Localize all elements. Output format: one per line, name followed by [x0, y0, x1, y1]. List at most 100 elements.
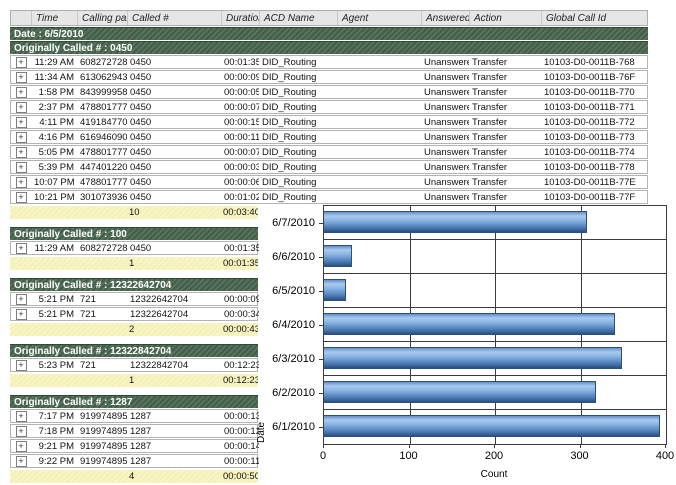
- table-row[interactable]: +5:05 PM 47880177700450 00:00:07DID_Routin…: [10, 145, 648, 159]
- expand-icon[interactable]: +: [15, 101, 27, 113]
- table-cell: 0450: [130, 116, 152, 128]
- table-cell: 9:21 PM: [38, 440, 74, 452]
- expand-icon[interactable]: +: [15, 242, 27, 254]
- expand-icon[interactable]: +: [15, 440, 27, 452]
- expand-icon[interactable]: +: [15, 191, 27, 203]
- call-group-section: Originally Called # : 12322842704 +5:23 P…: [10, 344, 670, 387]
- expand-icon[interactable]: +: [15, 131, 27, 143]
- call-group-section: Originally Called # : 0450 +11:29 AM 60827…: [10, 41, 670, 219]
- table-cell: 10103-D0-0011B-77F: [544, 191, 636, 203]
- expand-cell: +: [11, 440, 31, 452]
- group-summary-row: 2 00:00:43: [10, 323, 258, 336]
- table-row[interactable]: +5:21 PM 721 12322642704 00:00:34: [10, 307, 259, 321]
- expand-icon[interactable]: +: [15, 56, 27, 68]
- chart-bar: [324, 211, 588, 233]
- expand-cell: +: [11, 71, 31, 83]
- summary-total-duration: 00:01:35: [223, 258, 258, 269]
- column-header[interactable]: Time: [31, 11, 77, 25]
- column-header[interactable]: Action: [469, 11, 541, 25]
- table-row[interactable]: +2:37 PM 47880177700450 00:00:07DID_Routin…: [10, 100, 648, 114]
- expand-icon[interactable]: +: [15, 410, 27, 422]
- expand-cell: +: [11, 131, 31, 143]
- table-cell: 12322842704: [130, 359, 189, 371]
- group-summary-row: 1 00:12:23: [10, 374, 258, 387]
- summary-call-count: 10: [129, 207, 140, 218]
- group-summary-row: 1 00:01:35: [10, 257, 258, 270]
- table-cell: 00:01:35: [224, 242, 259, 254]
- table-cell: Unanswered: [424, 161, 469, 173]
- table-row[interactable]: +5:23 PM 721 12322842704 00:12:23: [10, 358, 259, 372]
- column-header[interactable]: Called #: [127, 11, 221, 25]
- table-row[interactable]: +11:29 AM 60827272870450 00:01:35DID_Routi…: [10, 55, 648, 69]
- expand-icon[interactable]: +: [15, 455, 27, 467]
- table-cell: Unanswered: [424, 101, 469, 113]
- x-tick-mark: [579, 444, 581, 448]
- table-cell: 721: [80, 308, 96, 320]
- expand-icon[interactable]: +: [15, 425, 27, 437]
- table-cell: 10103-D0-0011B-773: [544, 131, 635, 143]
- expand-cell: +: [11, 425, 31, 437]
- table-row[interactable]: +5:39 PM 44740122040450 00:00:03DID_Routin…: [10, 160, 648, 174]
- section-header-band: Originally Called # : 0450: [10, 41, 648, 54]
- table-cell: Unanswered: [424, 131, 469, 143]
- table-cell: 9199748952: [80, 410, 127, 422]
- summary-total-duration: 00:00:43: [223, 324, 258, 335]
- table-row[interactable]: +11:34 AM 61306294320450 00:00:09DID_Routi…: [10, 70, 648, 84]
- expand-icon[interactable]: +: [15, 116, 27, 128]
- call-group-section: Originally Called # : 100 +11:29 AM 608272…: [10, 227, 670, 270]
- y-tick-mark: [319, 290, 324, 292]
- expand-icon[interactable]: +: [15, 161, 27, 173]
- table-row[interactable]: +9:22 PM 91997489521287 00:00:11: [10, 454, 259, 468]
- table-cell: 4474012204: [80, 161, 127, 173]
- table-row[interactable]: +9:21 PM 91997489521287 00:00:14: [10, 439, 259, 453]
- expand-icon[interactable]: +: [15, 71, 27, 83]
- expand-column-header[interactable]: [11, 11, 31, 25]
- chart-plot-area: 6/7/2010 6/6/2010 6/5/2010 6/4/2010 6/3/2010…: [272, 205, 667, 445]
- expand-icon[interactable]: +: [15, 308, 27, 320]
- y-tick-label: 6/6/2010: [272, 250, 315, 263]
- table-row[interactable]: +7:18 PM 91997489521287 00:00:12: [10, 424, 259, 438]
- table-cell: 00:00:05: [224, 86, 259, 98]
- table-cell: Unanswered: [424, 191, 469, 203]
- y-tick-label: 6/4/2010: [272, 318, 315, 331]
- table-row[interactable]: +11:29 AM 60827272870450 00:01:35: [10, 241, 259, 255]
- column-header[interactable]: ACD Name: [259, 11, 337, 25]
- column-header[interactable]: Answered: [421, 11, 469, 25]
- table-row[interactable]: +1:58 PM 84399995810450 00:00:05DID_Routin…: [10, 85, 648, 99]
- table-cell: 00:00:13: [224, 410, 259, 422]
- table-cell: 5:05 PM: [38, 146, 74, 158]
- expand-icon[interactable]: +: [15, 176, 27, 188]
- x-tick-mark: [408, 444, 410, 448]
- table-cell: 9199748952: [80, 440, 127, 452]
- expand-icon[interactable]: +: [15, 359, 27, 371]
- expand-icon[interactable]: +: [15, 293, 27, 305]
- y-tick-label: 6/7/2010: [272, 216, 315, 229]
- table-row[interactable]: +10:07 PM 47880177700450 00:00:06DID_Routi…: [10, 175, 648, 189]
- table-cell: 00:00:09: [224, 71, 259, 83]
- table-row[interactable]: +4:16 PM 61694609050450 00:00:11DID_Routin…: [10, 130, 648, 144]
- expand-cell: +: [11, 410, 31, 422]
- table-cell: 0450: [130, 131, 152, 143]
- column-header[interactable]: Calling party #: [77, 11, 127, 25]
- table-cell: DID_Routing: [262, 131, 317, 143]
- table-cell: 00:00:07: [224, 101, 259, 113]
- column-header[interactable]: Agent: [337, 11, 421, 25]
- expand-icon[interactable]: +: [15, 86, 27, 98]
- expand-icon[interactable]: +: [15, 146, 27, 158]
- y-tick-label: 6/2/2010: [272, 386, 315, 399]
- table-row[interactable]: +7:17 PM 91997489521287 00:00:13: [10, 409, 259, 423]
- table-row[interactable]: +4:11 PM 41918477010450 00:00:15DID_Routin…: [10, 115, 648, 129]
- table-cell: 7:17 PM: [38, 410, 74, 422]
- table-cell: Transfer: [472, 131, 508, 143]
- call-group-section: Originally Called # : 1287 +7:17 PM 919974…: [10, 395, 670, 483]
- table-cell: 10103-D0-0011B-77E: [544, 176, 636, 188]
- table-row[interactable]: +10:21 PM 30107393630450 00:01:02DID_Routi…: [10, 190, 648, 204]
- chart-bar: [324, 347, 622, 369]
- table-row[interactable]: +5:21 PM 721 12322642704 00:00:09: [10, 292, 259, 306]
- column-header[interactable]: Global Call Id: [541, 11, 649, 25]
- table-cell: DID_Routing: [262, 56, 317, 68]
- expand-cell: +: [11, 101, 31, 113]
- column-header[interactable]: Duration: [221, 11, 259, 25]
